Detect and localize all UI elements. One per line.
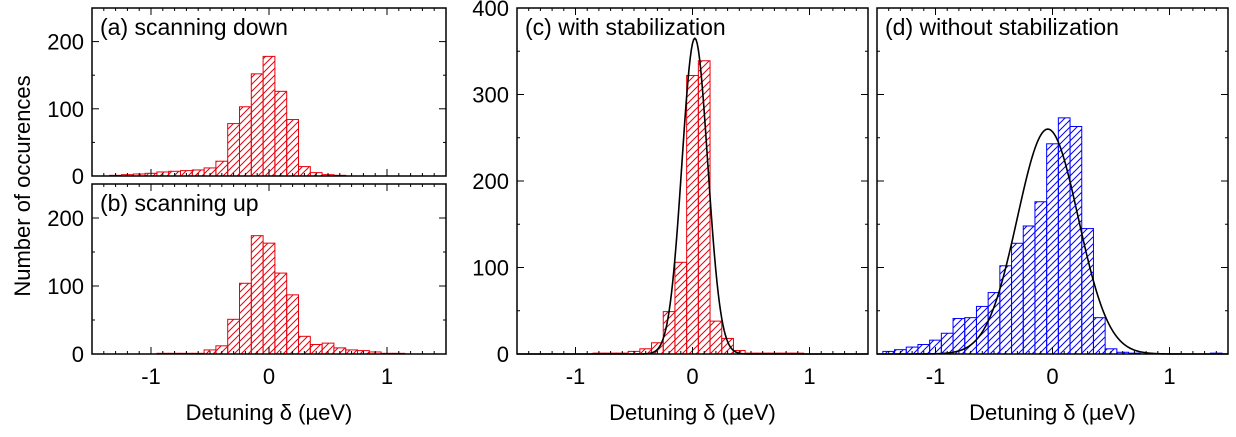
y-tick-label: 0 (72, 342, 84, 367)
x-tick-label: 0 (1046, 364, 1058, 389)
x-axis-label: Detuning δ (µeV) (609, 400, 776, 425)
y-tick-label: 100 (472, 256, 509, 281)
histogram-bar (239, 282, 252, 355)
y-tick-label: 0 (497, 342, 509, 367)
histogram-bar (262, 242, 276, 355)
histogram-bar (239, 106, 252, 177)
histogram-bar (940, 332, 954, 355)
panel-b: -1 0 1 0 100 200 (b) scanning up Detuning δ (µe… (47, 183, 447, 425)
x-tick-label: -1 (926, 364, 946, 389)
y-tick-label: 100 (47, 97, 84, 122)
panel-title: (b) scanning up (100, 190, 259, 216)
y-tick-label: 200 (472, 169, 509, 194)
histogram-bar (250, 235, 264, 355)
histogram-bar (274, 90, 288, 177)
panel-title: (d) without stabilization (885, 14, 1119, 40)
x-tick-label: -1 (566, 364, 586, 389)
x-axis-label: Detuning δ (µeV) (186, 400, 353, 425)
histogram-bar (227, 123, 240, 177)
histogram-bar (286, 294, 300, 355)
y-tick-label: 0 (72, 164, 84, 189)
histogram-bar (250, 73, 264, 177)
histogram-bar (709, 320, 723, 355)
histogram-bar (227, 318, 240, 355)
histogram-bar (975, 305, 989, 355)
histogram-bar (1034, 201, 1048, 355)
panel-title: (a) scanning down (100, 14, 288, 40)
histogram-bar (1081, 228, 1094, 355)
x-tick-label: 1 (381, 364, 393, 389)
histogram-bar (1011, 242, 1024, 355)
x-tick-label: 0 (263, 364, 275, 389)
y-tick-label: 300 (472, 83, 509, 108)
x-tick-label: -1 (141, 364, 161, 389)
histogram-bar (286, 119, 300, 177)
y-axis-label: Number of occurences (10, 75, 35, 296)
x-tick-label: 1 (1163, 364, 1175, 389)
panel-c: -1 0 1 0 100 200 300 400 (c) with stabilization D… (472, 0, 869, 425)
x-tick-label: 1 (803, 364, 815, 389)
histogram-bar (262, 55, 276, 177)
y-tick-label: 100 (47, 274, 84, 299)
x-axis-label: Detuning δ (µeV) (969, 400, 1136, 425)
panel-title: (c) with stabilization (525, 14, 726, 40)
y-tick-label: 400 (472, 0, 509, 21)
histogram-bar (1092, 317, 1106, 355)
histogram-bar (1022, 225, 1036, 355)
histogram-bar (1046, 143, 1059, 355)
histogram-bar (674, 261, 688, 355)
panel-d: -1 0 1 (d) without stabilization Detuning δ … (876, 7, 1229, 425)
histogram-bar (686, 74, 699, 355)
histogram-bar (274, 272, 288, 355)
histogram-bar (999, 265, 1013, 355)
histogram-bar (1069, 126, 1083, 355)
panel-a: 0 100 200 (a) scanning down (47, 7, 447, 189)
histogram-bar (987, 292, 1001, 355)
y-tick-label: 200 (47, 30, 84, 55)
x-tick-label: 0 (686, 364, 698, 389)
y-tick-label: 200 (47, 206, 84, 231)
histogram-bar (1057, 117, 1071, 355)
